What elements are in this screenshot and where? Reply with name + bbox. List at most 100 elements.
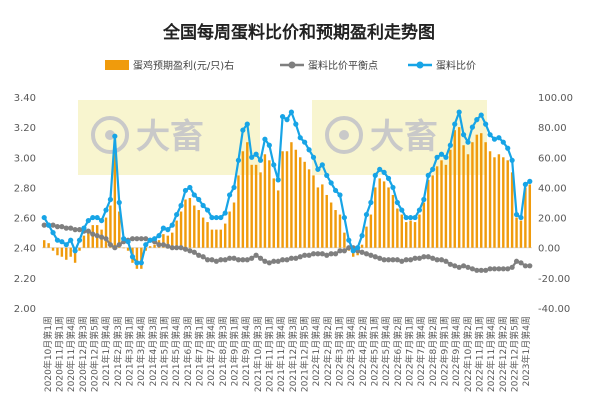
x-tick-label: 2021年10月第3周	[252, 316, 264, 392]
ratio-line-point	[191, 192, 197, 198]
breakeven-line-point	[518, 260, 524, 266]
breakeven-line-point	[447, 261, 453, 267]
legend: 蛋鸡预期盈利(元/只)右 蛋料比价平衡点 蛋料比价	[105, 59, 476, 72]
profit-bar	[263, 154, 267, 248]
x-tick-label: 2021年4月第3周	[147, 316, 159, 386]
x-tick-label: 2022年11月第4周	[485, 316, 497, 392]
ratio-line-point	[231, 184, 237, 191]
profit-bar	[519, 220, 523, 248]
profit-bar	[113, 149, 117, 248]
ratio-line-point	[72, 248, 78, 254]
x-tick-label: 2021年1月第4周	[100, 316, 112, 386]
breakeven-line-point	[297, 254, 303, 260]
breakeven-line-point	[227, 255, 233, 261]
profit-bar	[122, 247, 125, 249]
ratio-line-point	[527, 178, 533, 184]
ratio-line-point	[425, 172, 431, 178]
profit-bar	[307, 169, 311, 248]
legend-marker-ratio	[416, 61, 424, 69]
breakeven-line-point	[425, 254, 431, 260]
profit-bar	[179, 211, 183, 248]
breakeven-line-point	[474, 267, 480, 273]
ratio-line-point	[94, 214, 100, 221]
y-left-tick-label: 2.20	[14, 274, 36, 285]
profit-bar	[493, 157, 496, 248]
ratio-line-point	[310, 154, 317, 160]
profit-bar	[480, 133, 483, 248]
ratio-line-point	[275, 177, 281, 183]
breakeven-line-point	[178, 245, 184, 251]
ratio-line-point	[178, 202, 184, 209]
profit-bar	[365, 226, 368, 248]
breakeven-line-point	[496, 266, 502, 272]
profit-bar	[87, 229, 90, 248]
ratio-line-point	[509, 157, 515, 163]
breakeven-line-point	[187, 248, 193, 254]
x-tick-label: 2021年7月第1周	[194, 316, 206, 386]
ratio-line-point	[332, 187, 339, 194]
ratio-line-point	[474, 117, 480, 123]
ratio-line-point	[483, 121, 489, 127]
breakeven-line-point	[196, 252, 202, 258]
profit-bar	[422, 202, 426, 248]
ratio-line-point	[98, 217, 105, 224]
y-right-tick-label: 0.00	[538, 244, 560, 255]
legend-label-ratio: 蛋料比价	[436, 59, 476, 72]
ratio-line-point	[196, 196, 202, 203]
breakeven-line-point	[310, 251, 317, 257]
legend-label-profit: 蛋鸡预期盈利(元/只)右	[133, 59, 234, 72]
ratio-line-point	[253, 151, 259, 157]
profit-bar	[466, 154, 470, 248]
profit-bar	[440, 160, 443, 248]
profit-bar	[453, 130, 456, 248]
profit-bar	[82, 235, 86, 248]
profit-bar	[528, 184, 532, 248]
y-left-tick-label: 2.80	[14, 183, 36, 194]
profit-bar	[449, 149, 452, 248]
x-tick-label: 2022年2月第2周	[322, 316, 334, 386]
ratio-line-point	[363, 211, 370, 218]
x-tick-label: 2021年7月第4周	[205, 316, 217, 386]
profit-bar	[104, 217, 108, 248]
ratio-line-point	[151, 236, 158, 242]
breakeven-line-point	[505, 266, 511, 272]
profit-bar	[237, 175, 240, 248]
breakeven-line-point	[98, 234, 105, 240]
watermark-logo-icon	[91, 116, 129, 154]
breakeven-line-point	[143, 236, 149, 242]
y-right-tick-label: -20.00	[538, 274, 570, 285]
profit-bar	[374, 187, 377, 248]
profit-bar	[404, 222, 408, 248]
x-tick-label: 2020年10月第1周	[42, 316, 54, 392]
y-right-tick-label: -40.00	[538, 304, 570, 315]
profit-bar	[325, 194, 328, 248]
ratio-line-point	[68, 237, 74, 243]
ratio-line-point	[134, 260, 140, 266]
profit-bar	[435, 166, 439, 248]
x-tick-label: 2022年12月第5周	[509, 316, 521, 392]
breakeven-line-point	[434, 257, 440, 263]
breakeven-line-point	[76, 227, 83, 233]
profit-bar	[166, 235, 170, 248]
ratio-line-point	[487, 132, 493, 138]
y-right-tick-label: 80.00	[538, 123, 567, 134]
ratio-line-point	[262, 136, 268, 142]
breakeven-line-point	[182, 246, 189, 252]
breakeven-line-point	[112, 245, 118, 251]
breakeven-line-point	[385, 257, 392, 263]
breakeven-line-point	[359, 249, 365, 255]
profit-bar	[524, 187, 527, 248]
breakeven-line-point	[169, 245, 175, 251]
breakeven-line-point	[107, 242, 114, 248]
ratio-line-point	[385, 175, 392, 181]
ratio-line-point	[50, 230, 56, 236]
breakeven-line-point	[527, 263, 533, 269]
x-tick-label: 2022年11月第1周	[474, 316, 486, 392]
breakeven-line-point	[443, 258, 449, 264]
ratio-line-point	[76, 237, 83, 243]
x-tick-label: 2022年1月第4周	[310, 316, 322, 386]
x-tick-label: 2022年10月第2周	[462, 316, 474, 392]
breakeven-line-point	[372, 254, 378, 260]
ratio-line-point	[103, 207, 109, 213]
ratio-line-point	[346, 237, 352, 243]
